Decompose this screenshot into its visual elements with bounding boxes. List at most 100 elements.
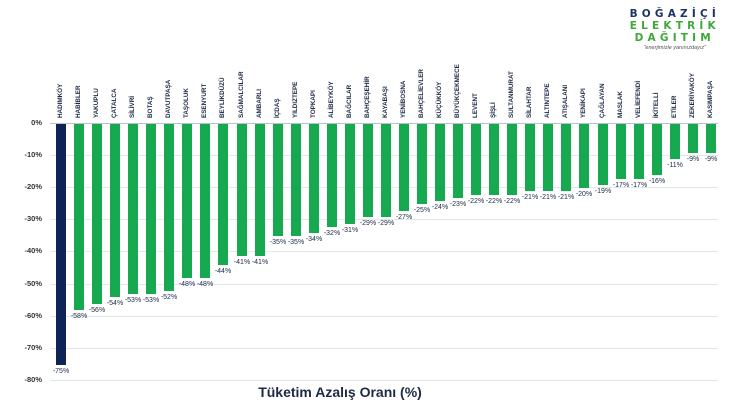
bar-zekeri̇yaköy — [688, 124, 698, 153]
bar-eti̇ler — [670, 124, 680, 159]
logo-line-2: ELEKTRİK — [629, 20, 720, 32]
value-label: -53% — [124, 297, 142, 304]
chart-title: Tüketim Azalış Oranı (%) — [0, 384, 740, 400]
value-label: -27% — [395, 214, 413, 221]
bar-i̇ki̇telli̇ — [652, 124, 662, 175]
bar-veli̇efendi̇ — [634, 124, 644, 179]
bar-bahçeşehi̇r — [363, 124, 373, 217]
value-label: -54% — [106, 300, 124, 307]
value-label: -29% — [377, 220, 395, 227]
bar-davutpaşa — [164, 124, 174, 291]
category-label: SULTANMURAT — [508, 71, 515, 118]
value-label: -22% — [467, 198, 485, 205]
value-label: -22% — [503, 198, 521, 205]
category-label: BOTAŞ — [147, 96, 154, 118]
y-tick-label: -20% — [24, 182, 42, 191]
category-label: SAĞMALCILAR — [238, 71, 245, 118]
value-label: -58% — [70, 313, 88, 320]
bar-büyükçekmece — [453, 124, 463, 198]
value-label: -52% — [160, 294, 178, 301]
category-label: KAYABAŞI — [382, 86, 389, 118]
bar-sultanmurat — [507, 124, 517, 195]
bar-yeni̇kapi — [579, 124, 589, 188]
bar-ambarli — [255, 124, 265, 256]
value-label: -41% — [251, 259, 269, 266]
bar-i̇çdaş — [273, 124, 283, 236]
category-label: SİLİVRİ — [129, 95, 136, 118]
category-label: ÇAĞLAYAN — [599, 83, 606, 118]
gridline — [50, 316, 718, 317]
bar-ali̇beyköy — [327, 124, 337, 227]
logo: BOĞAZİÇİ ELEKTRİK DAĞITIM "enerjimizle y… — [630, 8, 720, 51]
bar-levent — [471, 124, 481, 195]
bar-topkapi — [309, 124, 319, 233]
bar-maslak — [616, 124, 626, 179]
value-label: -17% — [612, 182, 630, 189]
value-label: -9% — [686, 156, 700, 163]
category-label: KASIMPAŞA — [707, 80, 714, 118]
y-tick-label: 0% — [31, 118, 42, 127]
value-label: -31% — [341, 227, 359, 234]
category-label: İÇDAŞ — [274, 98, 281, 118]
y-tick-label: -10% — [24, 150, 42, 159]
value-label: -21% — [521, 194, 539, 201]
y-tick-label: -80% — [24, 375, 42, 384]
logo-tagline: "enerjimizle yanınızdayız" — [643, 45, 707, 51]
y-tick-label: -60% — [24, 311, 42, 320]
bar-altintepe — [543, 124, 553, 191]
logo-line-3: DAĞITIM — [634, 32, 715, 44]
category-label: ETİLER — [671, 95, 678, 118]
bar-bağcilar — [345, 124, 355, 224]
category-label: YILDIZTEPE — [292, 81, 299, 118]
value-label: -21% — [557, 194, 575, 201]
bar-bahçeli̇evler — [417, 124, 427, 204]
value-label: -19% — [594, 188, 612, 195]
value-label: -34% — [305, 236, 323, 243]
category-label: TAŞOLUK — [183, 88, 190, 118]
bar-si̇li̇vri̇ — [128, 124, 138, 294]
category-label: HABİBLER — [75, 85, 82, 118]
category-label: BAĞCILAR — [346, 84, 353, 118]
category-label: DAVUTPAŞA — [165, 79, 172, 118]
bar-çatalca — [110, 124, 120, 297]
value-label: -56% — [88, 307, 106, 314]
value-label: -75% — [52, 368, 70, 375]
value-label: -17% — [630, 182, 648, 189]
chart-title-text: Tüketim Azalış Oranı (%) — [258, 384, 422, 400]
category-label: YENİBOSNA — [400, 80, 407, 118]
gridline — [50, 219, 718, 220]
category-label: BÜYÜKÇEKMECE — [454, 64, 461, 118]
value-label: -29% — [359, 220, 377, 227]
value-label: -20% — [575, 191, 593, 198]
value-label: -53% — [142, 297, 160, 304]
category-label: VELİEFENDİ — [635, 80, 642, 118]
category-label: ZEKERİYAKÖY — [689, 73, 696, 118]
value-label: -24% — [431, 204, 449, 211]
bar-esenyurt — [200, 124, 210, 278]
category-label: ESENYURT — [201, 83, 208, 118]
category-label: KÜÇÜKKÖY — [436, 81, 443, 118]
bar-yeni̇bosna — [399, 124, 409, 211]
value-label: -23% — [449, 201, 467, 208]
bar-çağlayan — [598, 124, 608, 185]
bar-yakuplu — [92, 124, 102, 304]
logo-line-1: BOĞAZİÇİ — [629, 8, 720, 20]
value-label: -11% — [667, 162, 683, 169]
y-tick-label: -70% — [24, 343, 42, 352]
bar-sağmalcilar — [237, 124, 247, 256]
bar-kayabaşi — [381, 124, 391, 217]
bar-habi̇bler — [74, 124, 84, 310]
category-label: HADIMKÖY — [57, 83, 64, 118]
gridline — [50, 380, 718, 381]
bar-kasimpaşa — [706, 124, 716, 153]
value-label: -22% — [485, 198, 503, 205]
category-label: BAHÇEŞEHİR — [364, 76, 371, 118]
category-label: BAHÇELİEVLER — [418, 69, 425, 118]
value-label: -32% — [323, 230, 341, 237]
category-label: İKİTELLİ — [653, 92, 660, 118]
bar-beyli̇kdüzü — [218, 124, 228, 265]
category-label: BEYLİKDÜZÜ — [219, 77, 226, 118]
y-tick-label: -50% — [24, 279, 42, 288]
value-label: -41% — [233, 259, 251, 266]
